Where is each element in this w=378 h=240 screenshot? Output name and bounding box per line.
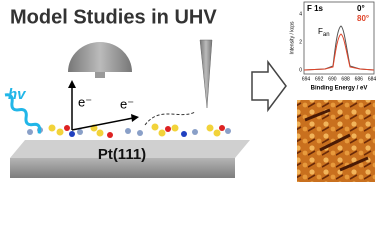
electron-label: e⁻: [120, 96, 134, 111]
y-tick-label: 0: [299, 67, 302, 73]
spectrum-0: [303, 25, 375, 71]
graphical-abstract: Model Studies in UHV Pt(111) hv e⁻ e⁻ F …: [4, 1, 377, 182]
x-tick-label: 692: [315, 76, 324, 82]
x-tick-label: 688: [341, 76, 350, 82]
analyzer: [68, 42, 132, 72]
stm-tip: [199, 39, 213, 109]
x-tick-label: 694: [302, 76, 311, 82]
analyzer-neck: [95, 72, 105, 78]
component-label: Fan: [318, 27, 330, 37]
peak-label: F 1s: [307, 4, 324, 13]
x-axis-label: Binding Energy / eV: [311, 86, 368, 92]
substrate-label: Pt(111): [98, 146, 146, 163]
title: Model Studies in UHV: [10, 6, 217, 28]
electron-label: e⁻: [78, 94, 92, 109]
component-letter: F: [318, 27, 323, 36]
tip-path: [144, 111, 196, 126]
angle-label: 0°: [357, 4, 365, 13]
electron-arrow-right: [71, 117, 134, 131]
molecules: [27, 123, 231, 138]
surface-top: [10, 140, 250, 158]
stm-features: [304, 108, 369, 172]
y-tick-label: 2: [299, 39, 302, 45]
substrate: [10, 158, 235, 178]
component-subscript: an: [323, 32, 330, 38]
x-tick-label: 686: [355, 76, 364, 82]
x-tick-label: 690: [328, 76, 337, 82]
spectrum-80: [303, 33, 375, 71]
flow-arrow: [251, 59, 287, 113]
arrow-head: [131, 114, 139, 122]
x-tick-label: 684: [368, 76, 377, 82]
photon-label: hv: [8, 86, 27, 103]
arrow-head: [68, 80, 76, 88]
y-tick-label: 4: [299, 11, 302, 17]
y-axis-label: Intensity / kcps: [289, 21, 295, 55]
angle-label: 80°: [357, 14, 369, 23]
photon-wave: [4, 93, 42, 134]
